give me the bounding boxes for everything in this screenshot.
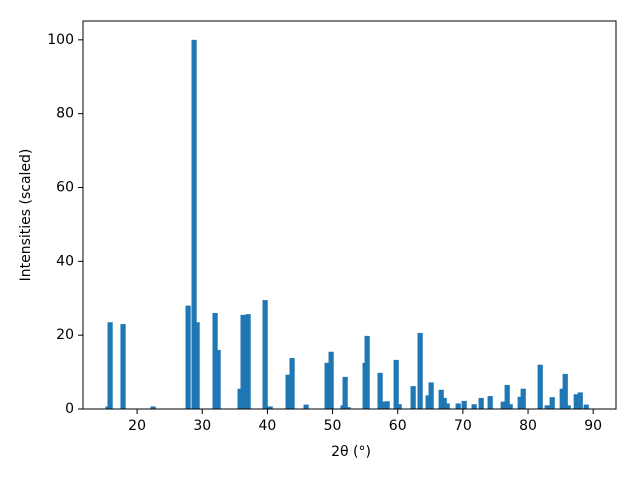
bar <box>562 373 568 409</box>
x-tick-label: 90 <box>584 418 602 434</box>
bar <box>537 364 543 409</box>
y-tick-label: 100 <box>47 32 74 48</box>
bar <box>417 332 423 409</box>
y-tick-label: 80 <box>56 106 74 122</box>
bar <box>185 305 191 409</box>
bar <box>107 322 113 409</box>
bar <box>428 382 434 409</box>
bar <box>573 394 579 409</box>
bar <box>396 404 402 409</box>
bar <box>444 403 450 409</box>
bar <box>342 376 348 409</box>
y-tick-label: 20 <box>56 327 74 343</box>
bar <box>194 322 200 409</box>
bar <box>500 401 506 409</box>
plot-frame <box>82 20 617 410</box>
bar <box>328 351 334 409</box>
x-tick-label: 20 <box>128 418 146 434</box>
bar <box>393 359 399 409</box>
bar <box>559 388 565 409</box>
bar <box>267 406 273 409</box>
bar <box>520 388 526 409</box>
bar <box>455 403 461 409</box>
bar <box>544 405 550 409</box>
bar <box>471 404 477 409</box>
bar <box>364 335 370 409</box>
y-tick-label: 0 <box>65 401 74 417</box>
bar <box>507 404 513 409</box>
bar <box>285 374 291 409</box>
x-tick-label: 50 <box>324 418 342 434</box>
x-tick-label: 60 <box>389 418 407 434</box>
y-axis-label: Intensities (scaled) <box>18 149 34 282</box>
bar <box>461 400 467 409</box>
y-tick-label: 60 <box>56 179 74 195</box>
bar <box>577 392 583 409</box>
bar <box>425 395 431 409</box>
bar <box>237 388 243 409</box>
x-tick-label: 30 <box>193 418 211 434</box>
bar <box>517 396 523 409</box>
x-tick-label: 70 <box>454 418 472 434</box>
bar <box>120 324 126 409</box>
bar <box>303 404 309 409</box>
x-axis-label: 2θ (°) <box>331 444 371 460</box>
bar <box>212 313 218 409</box>
bar <box>289 358 295 409</box>
bar <box>583 404 589 409</box>
y-tick-label: 40 <box>56 253 74 269</box>
bar <box>240 314 246 409</box>
bar <box>191 39 197 409</box>
bar <box>549 397 555 409</box>
bar <box>504 385 510 409</box>
x-tick-label: 40 <box>258 418 276 434</box>
bar <box>565 405 571 409</box>
bar <box>215 349 221 409</box>
bar <box>441 397 447 409</box>
x-tick-label: 80 <box>519 418 537 434</box>
bar <box>262 300 268 409</box>
bar <box>377 372 383 409</box>
bar <box>487 396 493 409</box>
bar <box>438 389 444 409</box>
bar <box>410 386 416 409</box>
bar <box>384 401 390 409</box>
bar <box>345 407 351 409</box>
bar <box>150 406 156 409</box>
bar <box>324 362 330 409</box>
bar <box>478 397 484 409</box>
bar <box>245 314 251 409</box>
